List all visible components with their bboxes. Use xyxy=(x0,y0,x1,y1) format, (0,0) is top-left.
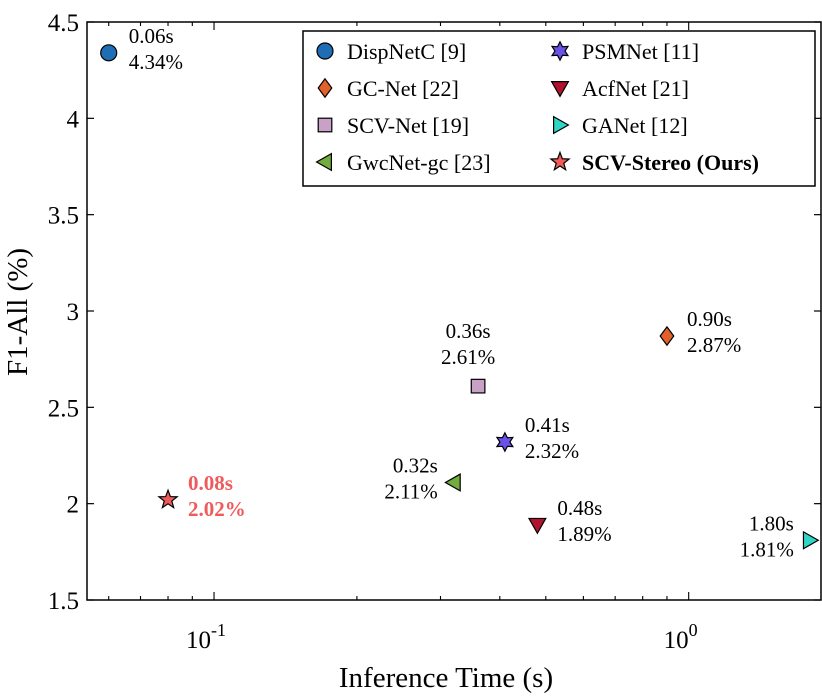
y-tick-label: 4.5 xyxy=(48,10,79,37)
legend-label: GC-Net [22] xyxy=(347,76,459,101)
point-time-label: 0.48s xyxy=(557,496,602,520)
legend-star-marker xyxy=(549,150,571,172)
point-value-label: 2.61% xyxy=(441,345,495,369)
legend-label: SCV-Stereo (Ours) xyxy=(582,150,759,175)
point-time-label: 0.90s xyxy=(687,307,732,331)
point-square-marker xyxy=(470,378,486,394)
x-tick-exponent: -1 xyxy=(211,620,226,640)
y-tick-label: 3.5 xyxy=(48,203,79,230)
point-time-label: 0.41s xyxy=(525,413,570,437)
y-axis: 1.5 2 2.5 3 3.5 4 4.5 xyxy=(48,10,821,615)
point-value-label: 2.87% xyxy=(687,333,741,357)
legend-label: AcfNet [21] xyxy=(582,76,689,101)
point-star-marker xyxy=(157,488,179,509)
x-tick-base: 10 xyxy=(186,627,211,654)
point-triangle-left-marker xyxy=(444,473,461,492)
point-hexagram-marker xyxy=(495,431,515,453)
point-value-label: 1.81% xyxy=(740,537,794,561)
y-tick-label: 2 xyxy=(67,492,80,519)
point-time-label: 0.36s xyxy=(446,319,491,343)
point-circle-marker xyxy=(100,44,118,62)
legend-circle-marker xyxy=(316,42,334,60)
x-tick-exponent: 0 xyxy=(689,620,698,640)
legend-label: GwcNet-gc [23] xyxy=(347,150,491,175)
legend-label: SCV-Net [19] xyxy=(347,113,469,138)
x-axis: 10-1 100 xyxy=(108,22,698,654)
point-time-label: 0.06s xyxy=(129,24,174,48)
legend-triangle-left-marker xyxy=(315,152,332,172)
point-value-label: 2.32% xyxy=(525,439,579,463)
legend-triangle-right-marker xyxy=(552,115,570,135)
legend-hexagram-marker xyxy=(550,40,570,62)
point-time-label: 0.32s xyxy=(393,453,438,477)
point-value-label: 2.11% xyxy=(384,479,437,503)
legend: DispNetC [9] PSMNet [11] GC-Net [22] AcfNet… xyxy=(302,30,816,187)
legend-label: PSMNet [11] xyxy=(582,39,699,64)
y-tick-label: 1.5 xyxy=(48,588,79,615)
point-value-label: 2.02% xyxy=(188,497,246,521)
x-axis-label: Inference Time (s) xyxy=(339,662,553,694)
legend-label: DispNetC [9] xyxy=(347,39,466,64)
legend-diamond-marker xyxy=(317,77,333,99)
legend-triangle-down-marker xyxy=(550,80,570,98)
legend-square-marker xyxy=(317,117,333,133)
point-diamond-marker xyxy=(659,325,675,347)
point-time-label: 0.08s xyxy=(188,471,233,495)
y-tick-label: 3 xyxy=(67,299,80,326)
y-tick-label: 2.5 xyxy=(48,395,79,422)
x-tick-label: 100 xyxy=(664,620,698,654)
point-triangle-down-marker xyxy=(527,517,547,535)
point-time-label: 1.80s xyxy=(749,511,794,535)
y-axis-label: F1-All (%) xyxy=(2,248,34,376)
point-triangle-right-marker xyxy=(802,530,820,550)
point-value-label: 1.89% xyxy=(557,522,611,546)
y-tick-label: 4 xyxy=(67,106,80,133)
legend-label: GANet [12] xyxy=(582,113,688,138)
x-tick-label: 10-1 xyxy=(186,620,226,654)
point-value-label: 4.34% xyxy=(129,50,183,74)
x-tick-base: 10 xyxy=(664,627,689,654)
